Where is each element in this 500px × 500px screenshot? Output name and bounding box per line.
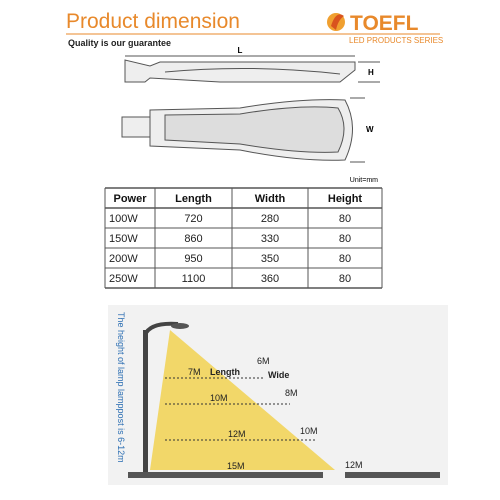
table-cell: 200W [109,253,138,265]
brand-tagline: LED PRODUCTS SERIES [349,36,443,45]
brand: TOEFL [350,12,419,35]
table-cell: 250W [109,273,138,285]
side-view [124,55,356,83]
light-cone [150,330,335,470]
diagram-label: 10M [300,426,318,436]
title: Product dimension [66,10,240,33]
top-view [121,99,353,161]
diagram-label: 15M [227,461,245,471]
logo-flame [331,14,344,30]
table-cell: 950 [184,253,202,265]
table-cell: 1100 [182,273,206,285]
column-header: Power [113,193,147,205]
diagram-label: 8M [285,388,298,398]
table-cell: 80 [339,253,351,265]
diagram-label: 12M [228,429,246,439]
pole-note: The height of lamp lamppost is 6-12m [116,312,126,463]
table-cell: 720 [184,213,202,225]
table-cell: 80 [339,233,351,245]
diagram-label: 12M [345,460,363,470]
length-label: L [238,46,243,55]
ground [345,472,440,478]
table-cell: 860 [184,233,202,245]
column-header: Width [255,193,286,205]
table-cell: 330 [261,233,279,245]
lamp-head [171,323,189,329]
subtitle: Quality is our guarantee [68,38,171,48]
diagram-label: 10M [210,393,228,403]
table-cell: 80 [339,273,351,285]
unit: Unit=mm [350,177,378,184]
diagram-label: Length [210,367,240,377]
column-header: Length [175,193,212,205]
width-label: W [366,125,374,134]
table-cell: 360 [261,273,279,285]
table-cell: 150W [109,233,138,245]
diagram-label: 6M [257,356,270,366]
pole-arm [143,321,179,336]
table-cell: 280 [261,213,279,225]
diagram-label: Wide [268,370,289,380]
level-lines [165,377,315,441]
spec-table: Power Length Width Height 100W 720 280 80 150W 86… [104,187,383,289]
height-label: H [368,68,374,77]
diagram-labels: 7M Length 6M Wide 10M 8M 12M 10M 15M 12M [188,356,363,471]
ground [128,472,323,478]
pole [143,330,148,478]
table-cell: 100W [109,213,138,225]
column-header: Height [328,193,363,205]
table-cell: 350 [261,253,279,265]
table-cell: 80 [339,213,351,225]
diagram-label: 7M [188,367,201,377]
